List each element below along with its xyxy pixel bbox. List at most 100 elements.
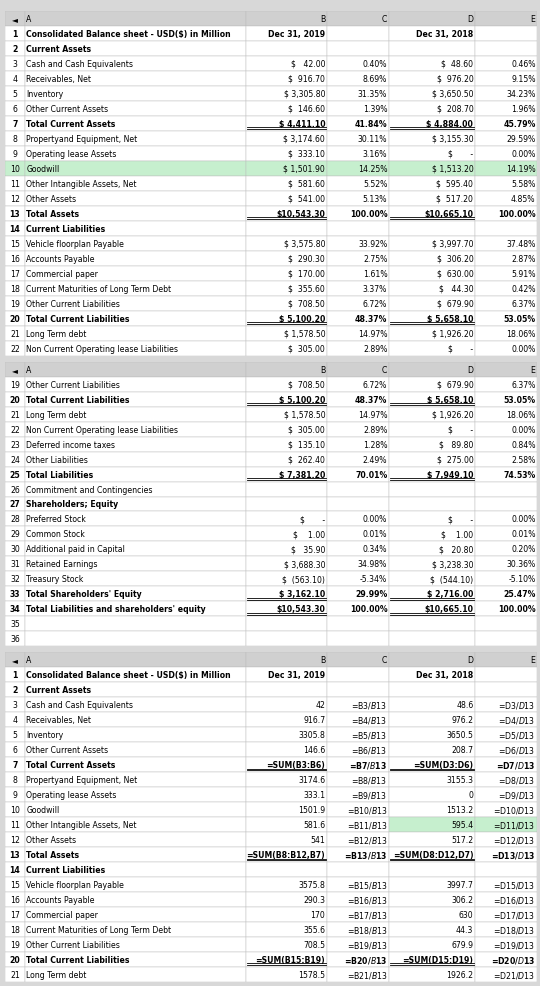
- Text: $  170.00: $ 170.00: [288, 269, 325, 278]
- Text: $  517.20: $ 517.20: [436, 194, 474, 203]
- Bar: [24, 453, 246, 467]
- Text: C: C: [382, 15, 387, 24]
- Bar: [475, 407, 537, 422]
- Text: 0.00%: 0.00%: [363, 515, 387, 524]
- Text: =D16/$D$13: =D16/$D$13: [494, 894, 536, 905]
- Text: =D18/$D$13: =D18/$D$13: [494, 924, 536, 935]
- Text: $ 3,305.80: $ 3,305.80: [284, 90, 325, 99]
- Text: Long Term debt: Long Term debt: [26, 970, 87, 979]
- Text: 3.16%: 3.16%: [363, 150, 387, 159]
- Bar: [24, 967, 246, 982]
- Text: 541: 541: [310, 835, 325, 844]
- Bar: [5, 617, 24, 632]
- Bar: [24, 281, 246, 297]
- Bar: [475, 892, 537, 907]
- Text: =B21/$B$13: =B21/$B$13: [347, 969, 387, 980]
- Text: $  48.60: $ 48.60: [441, 60, 474, 69]
- Text: 70.01%: 70.01%: [355, 470, 387, 479]
- Bar: [389, 772, 475, 788]
- Bar: [5, 102, 24, 116]
- Text: 11: 11: [10, 820, 20, 829]
- Bar: [5, 742, 24, 757]
- Bar: [246, 572, 327, 587]
- Text: 34.98%: 34.98%: [358, 560, 387, 569]
- Text: =D20/$D$13: =D20/$D$13: [491, 954, 536, 965]
- Bar: [246, 601, 327, 617]
- Text: $ 3,162.10: $ 3,162.10: [279, 590, 325, 599]
- Text: $  630.00: $ 630.00: [437, 269, 474, 278]
- Text: 45.79%: 45.79%: [503, 119, 536, 129]
- Text: 33: 33: [10, 590, 20, 599]
- Text: =D11/$D$13: =D11/$D$13: [494, 819, 536, 830]
- Text: Receivables, Net: Receivables, Net: [26, 75, 91, 84]
- Text: $  208.70: $ 208.70: [437, 105, 474, 113]
- Text: 9: 9: [12, 791, 17, 800]
- Text: 27: 27: [10, 500, 21, 509]
- Text: $  290.30: $ 290.30: [288, 254, 325, 263]
- Bar: [246, 937, 327, 952]
- Text: 30.36%: 30.36%: [507, 560, 536, 569]
- Bar: [5, 542, 24, 557]
- Bar: [389, 378, 475, 392]
- Bar: [24, 87, 246, 102]
- Text: =B17/$B$13: =B17/$B$13: [347, 909, 387, 920]
- Text: 2.89%: 2.89%: [363, 425, 387, 434]
- Bar: [389, 281, 475, 297]
- Text: ◄: ◄: [12, 365, 18, 375]
- Bar: [24, 237, 246, 251]
- Bar: [246, 907, 327, 922]
- Text: 146.6: 146.6: [303, 745, 325, 754]
- Bar: [5, 116, 24, 132]
- Bar: [24, 132, 246, 147]
- Bar: [24, 341, 246, 356]
- Bar: [475, 907, 537, 922]
- Text: A: A: [26, 656, 31, 665]
- Text: 2: 2: [12, 45, 18, 54]
- Bar: [327, 341, 389, 356]
- Text: E: E: [531, 656, 536, 665]
- Bar: [246, 527, 327, 542]
- Text: Current Maturities of Long Term Debt: Current Maturities of Long Term Debt: [26, 284, 171, 294]
- Bar: [24, 572, 246, 587]
- Text: $ 2,716.00: $ 2,716.00: [427, 590, 474, 599]
- Bar: [475, 162, 537, 176]
- Bar: [5, 482, 24, 497]
- Bar: [246, 176, 327, 191]
- Text: 1926.2: 1926.2: [447, 970, 474, 979]
- Bar: [24, 482, 246, 497]
- Bar: [327, 772, 389, 788]
- Bar: [389, 207, 475, 222]
- Text: $  581.60: $ 581.60: [288, 179, 325, 188]
- Text: 20: 20: [10, 955, 21, 964]
- Text: Total Assets: Total Assets: [26, 850, 79, 859]
- Bar: [24, 312, 246, 326]
- Bar: [475, 326, 537, 341]
- Text: $10,665.10: $10,665.10: [424, 604, 474, 613]
- Text: 3305.8: 3305.8: [298, 731, 325, 740]
- Bar: [327, 728, 389, 742]
- Bar: [389, 42, 475, 57]
- Bar: [5, 392, 24, 407]
- Text: =D17/$D$13: =D17/$D$13: [494, 909, 536, 920]
- Bar: [475, 42, 537, 57]
- Bar: [5, 697, 24, 713]
- Bar: [327, 512, 389, 527]
- Text: Other Assets: Other Assets: [26, 835, 77, 844]
- Text: 17: 17: [10, 269, 20, 278]
- Text: 14.97%: 14.97%: [358, 329, 387, 338]
- Text: =D4/$D$13: =D4/$D$13: [498, 715, 536, 726]
- Bar: [246, 757, 327, 772]
- Text: $  976.20: $ 976.20: [437, 75, 474, 84]
- Text: 3575.8: 3575.8: [298, 880, 325, 889]
- Bar: [246, 772, 327, 788]
- Bar: [327, 72, 389, 87]
- Bar: [475, 222, 537, 237]
- Text: Cash and Cash Equivalents: Cash and Cash Equivalents: [26, 60, 133, 69]
- Bar: [475, 57, 537, 72]
- Bar: [475, 512, 537, 527]
- Bar: [475, 237, 537, 251]
- Bar: [246, 453, 327, 467]
- Bar: [389, 907, 475, 922]
- Text: 5: 5: [12, 90, 17, 99]
- Bar: [389, 222, 475, 237]
